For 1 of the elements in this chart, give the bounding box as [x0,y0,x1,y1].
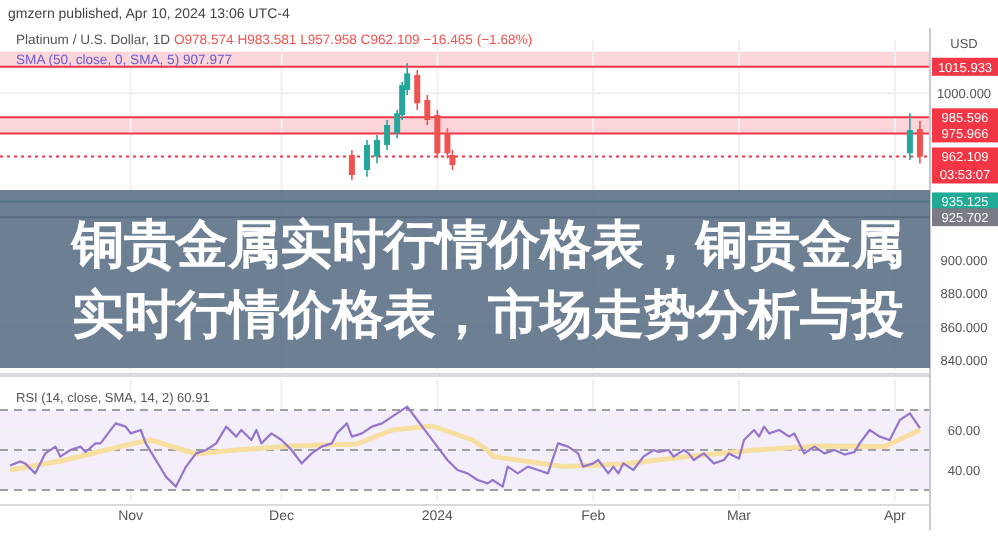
annotation: 铜贵金属实时行情价格表，铜贵金属实时行情价格表，市场走势分析与投 [72,214,906,350]
